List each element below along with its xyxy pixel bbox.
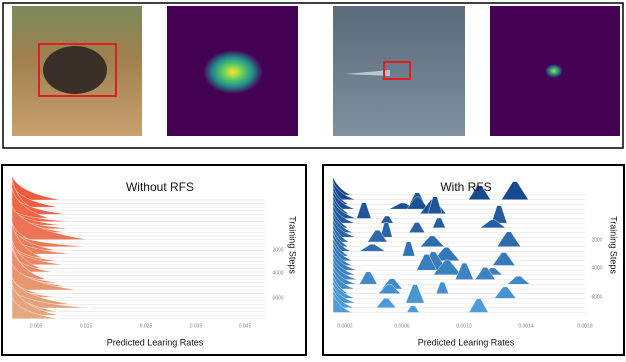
ridge	[416, 254, 437, 271]
ridge	[358, 271, 378, 285]
ridge	[11, 263, 78, 291]
ridge	[377, 284, 402, 294]
boat-image	[333, 6, 465, 136]
x-tick-label: 0.0010	[456, 323, 472, 329]
ridge	[432, 217, 446, 229]
ridge	[332, 270, 355, 290]
x-tick-label: 0.0002	[337, 323, 353, 329]
x-tick-label: 0.035	[190, 323, 203, 329]
y-label: Training Steps	[288, 216, 298, 274]
ridge	[367, 229, 388, 243]
ridge	[506, 275, 531, 285]
y-tick-label: 2000	[272, 247, 283, 253]
wake	[345, 70, 390, 76]
ridge	[332, 294, 353, 313]
y-tick-label: 4000	[272, 270, 283, 276]
ridge	[11, 297, 60, 319]
ridge	[494, 286, 517, 299]
x-tick-label: 0.015	[80, 323, 93, 329]
ridge	[501, 181, 529, 200]
ridge	[11, 278, 73, 305]
ridge	[11, 247, 47, 280]
top-frame	[2, 2, 624, 149]
rider	[43, 46, 107, 94]
ridge	[405, 284, 425, 304]
ridge	[491, 205, 508, 224]
ridges-right	[332, 176, 585, 313]
x-tick-label: 0.005	[30, 323, 43, 329]
x-tick-label: 0.025	[140, 323, 153, 329]
ridge	[11, 205, 89, 240]
ridge	[402, 241, 416, 257]
panel-title: Without RFS	[126, 180, 194, 194]
ridge	[358, 244, 387, 252]
ridge	[468, 298, 489, 313]
x-tick-label: 0.045	[239, 323, 252, 329]
ridge	[332, 205, 356, 224]
ridge	[474, 267, 496, 280]
y-tick-label: 2000	[591, 237, 602, 243]
ridge	[11, 188, 50, 219]
ridge	[380, 215, 394, 224]
ridge	[356, 202, 372, 219]
ridge	[408, 222, 426, 233]
ridge	[11, 222, 43, 258]
ridge	[454, 262, 474, 280]
ridge	[11, 175, 62, 201]
ridge	[496, 231, 521, 247]
ridge	[435, 282, 449, 294]
ridge	[468, 185, 492, 200]
ridge	[427, 196, 443, 214]
ridge	[406, 305, 420, 313]
heat-blob	[545, 64, 563, 78]
panel-title: With RFS	[440, 180, 491, 194]
x-tick-label: 0.0006	[394, 323, 410, 329]
ridge	[406, 196, 429, 210]
x-tick-label: 0.0014	[518, 323, 534, 329]
y-tick-label: 6000	[272, 295, 283, 301]
ridge	[332, 181, 356, 200]
x-label: Predicted Learing Rates	[418, 337, 515, 347]
ridge	[380, 222, 393, 238]
ridge	[419, 235, 445, 247]
ridge	[375, 298, 397, 308]
y-label: Training Steps	[609, 216, 619, 274]
left-frame	[1, 164, 307, 356]
ridge	[492, 252, 516, 266]
y-tick-label: 4000	[591, 265, 602, 271]
heat-blob	[203, 50, 263, 94]
ridge	[11, 284, 59, 316]
x-label: Predicted Learing Rates	[107, 337, 204, 347]
ridge	[432, 259, 462, 276]
ridge	[432, 247, 461, 261]
bbox	[38, 43, 117, 97]
y-tick-label: 6000	[591, 294, 602, 300]
ridge	[479, 219, 507, 229]
x-tick-label: 0.0018	[577, 323, 593, 329]
right-frame	[322, 164, 625, 356]
ridge	[332, 219, 356, 238]
ridge	[332, 191, 355, 210]
bbox	[383, 61, 411, 80]
ridges-left	[11, 175, 265, 320]
